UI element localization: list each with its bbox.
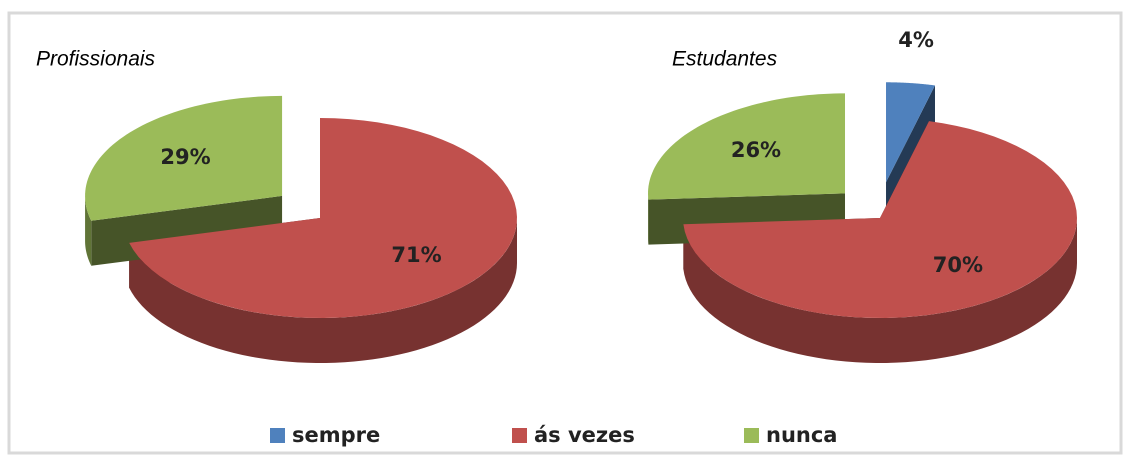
legend-swatch [270,428,285,443]
legend-label: nunca [766,423,837,447]
chart-title: Estudantes [672,48,778,71]
slice [85,95,283,221]
data-label: 26% [731,138,781,162]
slice [129,118,517,318]
data-label: 29% [160,145,210,169]
slice-side [683,218,1077,363]
data-label: 4% [898,28,934,52]
slice [648,93,846,200]
slice [683,121,1077,318]
data-label: 71% [391,243,441,267]
slice [886,82,936,183]
legend-label: sempre [292,423,380,447]
chart-title: Profissionais [36,48,156,71]
legend-label: ás vezes [534,423,635,447]
legend-swatch [744,428,759,443]
slice-side [129,218,517,363]
slice-side [85,195,92,266]
data-label: 70% [933,253,983,277]
legend-swatch [512,428,527,443]
